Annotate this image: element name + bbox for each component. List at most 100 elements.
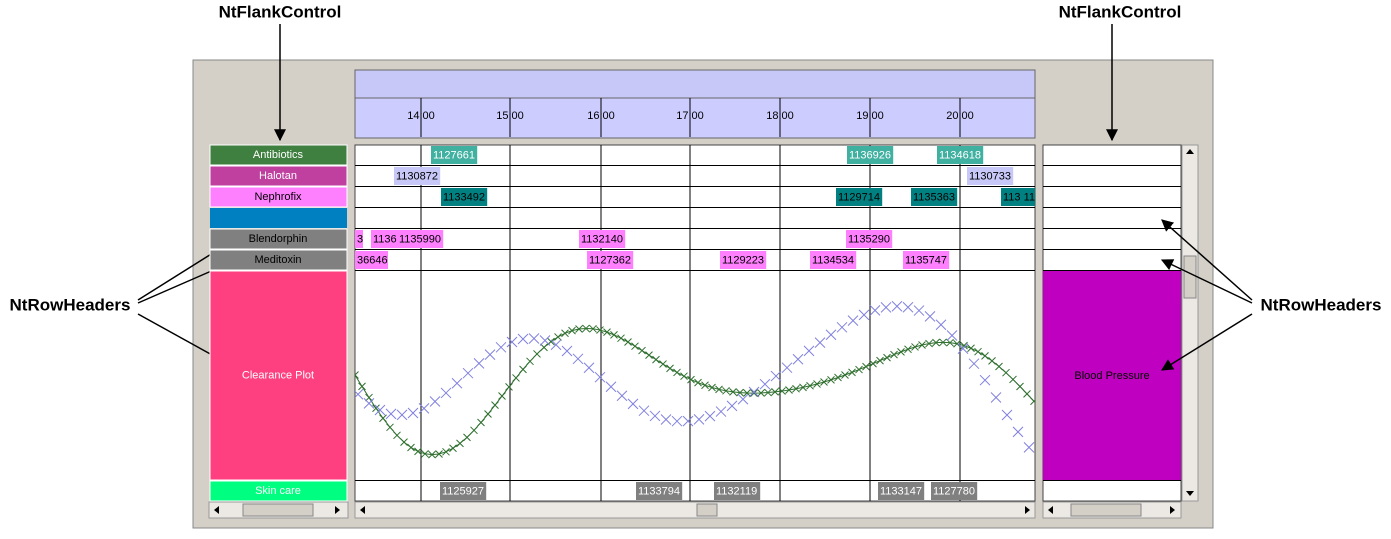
plot-marker: [803, 345, 815, 357]
event-box: [431, 146, 478, 164]
scroll-thumb[interactable]: [1183, 255, 1197, 299]
plot-marker: [1030, 397, 1035, 406]
row-header: [209, 270, 348, 481]
plot-marker: [517, 333, 529, 345]
plot-marker: [589, 324, 597, 333]
plot-marker: [858, 309, 870, 321]
annotation: NtFlankControl: [1059, 2, 1182, 21]
plot-marker: [855, 365, 863, 374]
v-scrollbar[interactable]: [1181, 144, 1199, 502]
event-box: [846, 230, 893, 248]
event-box: [810, 251, 857, 269]
plot-marker: [834, 373, 842, 382]
plot-marker: [505, 383, 513, 391]
plot-marker: [932, 338, 940, 347]
annotation: NtFlankControl: [219, 2, 342, 21]
event-box: [967, 167, 1014, 185]
plot-marker: [902, 301, 914, 313]
plot-marker: [491, 401, 499, 409]
plot-marker: [495, 341, 507, 353]
plot-marker: [372, 404, 380, 413]
event-box: [355, 251, 388, 269]
plot-marker: [512, 374, 520, 382]
plot-marker: [990, 392, 1002, 403]
plot-marker: [785, 386, 793, 394]
plot-marker: [442, 447, 450, 456]
event-box: [720, 251, 767, 269]
plot-marker: [968, 358, 980, 370]
plot-marker: [526, 357, 534, 366]
event-label: 1134618: [939, 149, 981, 161]
event-label: 1135363: [913, 191, 955, 203]
time-label: 15:00: [496, 110, 524, 122]
plot-marker: [825, 329, 837, 341]
row-header: [209, 165, 348, 187]
plot-marker: [407, 407, 419, 419]
plot-marker: [701, 381, 709, 390]
plot-marker: [693, 414, 705, 425]
plot-marker: [594, 371, 606, 383]
plot-marker: [967, 344, 975, 353]
plot-marker: [660, 414, 672, 425]
event-box: [847, 146, 894, 164]
plot-marker: [528, 333, 540, 344]
plot-marker: [722, 386, 730, 395]
plot-marker: [911, 343, 919, 351]
scroll-thumb[interactable]: [1070, 503, 1142, 517]
event-label: 1127661: [433, 149, 475, 161]
plot-marker: [891, 300, 903, 312]
plot-marker: [736, 388, 744, 397]
plot-marker: [582, 324, 590, 333]
plot-marker: [400, 438, 408, 446]
time-label: 17:00: [676, 110, 704, 122]
plot-marker: [957, 343, 969, 354]
plot-marker: [484, 349, 496, 360]
plot-marker: [617, 334, 625, 343]
plot-marker: [715, 406, 727, 417]
plot-marker: [827, 375, 835, 384]
plot-marker: [386, 423, 394, 432]
event-label: 1133492: [443, 191, 485, 203]
event-box: [1001, 188, 1035, 206]
plot-marker: [1023, 389, 1031, 398]
plot-marker: [687, 375, 695, 384]
plot-marker: [477, 418, 485, 427]
plot-marker: [918, 341, 926, 349]
row-header-label: Antibiotics: [253, 149, 304, 161]
event-label: 1130872: [396, 170, 438, 182]
plot-marker: [913, 305, 925, 316]
plot-marker: [624, 338, 632, 346]
event-box: [355, 230, 363, 248]
event-box: [911, 188, 958, 206]
plot-marker: [988, 356, 996, 365]
h-scrollbar-main[interactable]: [354, 501, 1036, 519]
plot-marker: [506, 336, 518, 348]
plot-marker: [365, 393, 373, 402]
plot-marker: [841, 371, 849, 379]
plot-marker: [519, 365, 527, 374]
event-label: 1134534: [812, 254, 854, 266]
scroll-thumb[interactable]: [242, 503, 314, 517]
event-label: 1130733: [969, 170, 1011, 182]
plot-marker: [757, 389, 765, 397]
plot-marker: [550, 339, 562, 351]
event-box: [441, 188, 488, 206]
plot-marker: [407, 443, 415, 452]
plot-marker: [605, 381, 617, 393]
plot-marker: [671, 415, 683, 427]
plot-marker: [583, 362, 595, 374]
plot-marker: [847, 315, 859, 326]
row-header-label: Nephrofix: [254, 191, 302, 203]
plot-marker: [748, 386, 760, 398]
event-label: 1132140: [581, 233, 623, 245]
plot-marker: [981, 352, 989, 360]
time-label: 19:00: [856, 110, 884, 122]
plot-marker: [939, 338, 947, 347]
event-box: [937, 146, 984, 164]
plot-marker: [694, 378, 702, 387]
event-box: [931, 482, 978, 500]
scroll-thumb[interactable]: [696, 503, 718, 517]
plot-marker: [498, 392, 506, 400]
event-label: 1133147: [880, 485, 922, 497]
